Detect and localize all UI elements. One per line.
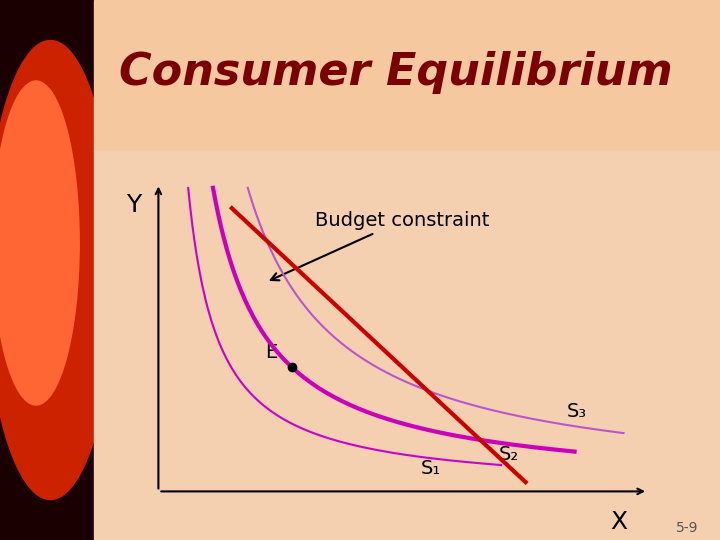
Text: Y: Y	[126, 193, 142, 217]
Text: S₂: S₂	[499, 444, 519, 464]
Ellipse shape	[0, 81, 79, 405]
Ellipse shape	[0, 40, 115, 500]
Bar	[0, 0, 101, 540]
Bar	[94, 0, 720, 151]
Bar	[94, 151, 720, 540]
Text: S₃: S₃	[567, 402, 588, 421]
Text: X: X	[610, 510, 627, 534]
Text: Consumer Equilibrium: Consumer Equilibrium	[119, 51, 673, 94]
Text: S₁: S₁	[420, 459, 441, 478]
Text: 5-9: 5-9	[676, 521, 698, 535]
Text: E: E	[265, 343, 277, 362]
Text: Budget constraint: Budget constraint	[271, 211, 490, 280]
